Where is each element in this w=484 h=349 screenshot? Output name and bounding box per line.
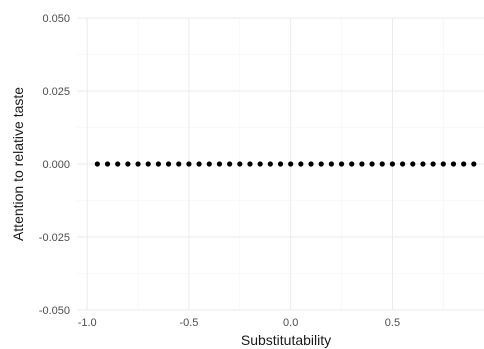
x-axis-title: Substitutability xyxy=(241,332,331,348)
data-point xyxy=(471,161,477,167)
x-tick-label: -1.0 xyxy=(78,317,97,329)
data-point xyxy=(349,161,355,167)
data-point xyxy=(318,161,324,167)
data-point xyxy=(338,161,345,167)
y-tick-label: 0.025 xyxy=(42,86,70,98)
data-point xyxy=(359,161,365,167)
data-point xyxy=(298,161,304,167)
data-point xyxy=(145,161,151,167)
data-point xyxy=(430,161,436,167)
data-point xyxy=(257,161,263,167)
data-point xyxy=(115,161,121,167)
data-point xyxy=(379,161,385,167)
data-point xyxy=(288,161,294,167)
data-point xyxy=(237,161,243,167)
data-point xyxy=(94,161,100,167)
x-tick-label: 0.0 xyxy=(283,317,298,329)
x-tick-labels: -1.0 -0.5 0.0 0.5 xyxy=(78,317,400,329)
data-point xyxy=(125,161,131,167)
y-tick-label: -0.025 xyxy=(39,232,70,244)
y-tick-label: -0.050 xyxy=(39,305,70,317)
data-point xyxy=(267,161,273,167)
data-point xyxy=(461,161,467,167)
y-tick-labels: -0.050 -0.025 0.000 0.025 0.050 xyxy=(39,13,70,317)
data-point xyxy=(450,161,457,167)
data-point xyxy=(400,161,406,167)
data-point xyxy=(196,161,202,167)
data-point xyxy=(206,161,212,167)
data-point xyxy=(104,161,111,167)
data-point xyxy=(440,161,446,167)
data-point xyxy=(328,161,334,167)
y-tick-label: 0.000 xyxy=(42,159,70,171)
data-point xyxy=(389,161,396,167)
data-points xyxy=(94,161,477,167)
data-point xyxy=(308,161,314,167)
data-point xyxy=(165,161,172,167)
data-point xyxy=(135,161,141,167)
data-point xyxy=(277,161,284,167)
data-point xyxy=(155,161,161,167)
y-axis-title: Attention to relative taste xyxy=(10,87,26,241)
data-point xyxy=(176,161,182,167)
data-point xyxy=(216,161,223,167)
data-point xyxy=(186,161,192,167)
data-point xyxy=(247,161,253,167)
x-tick-label: -0.5 xyxy=(179,317,198,329)
data-point xyxy=(369,161,375,167)
y-tick-label: 0.050 xyxy=(42,13,70,25)
data-point xyxy=(227,161,233,167)
data-point xyxy=(420,161,426,167)
x-tick-label: 0.5 xyxy=(385,317,400,329)
data-point xyxy=(410,161,416,167)
